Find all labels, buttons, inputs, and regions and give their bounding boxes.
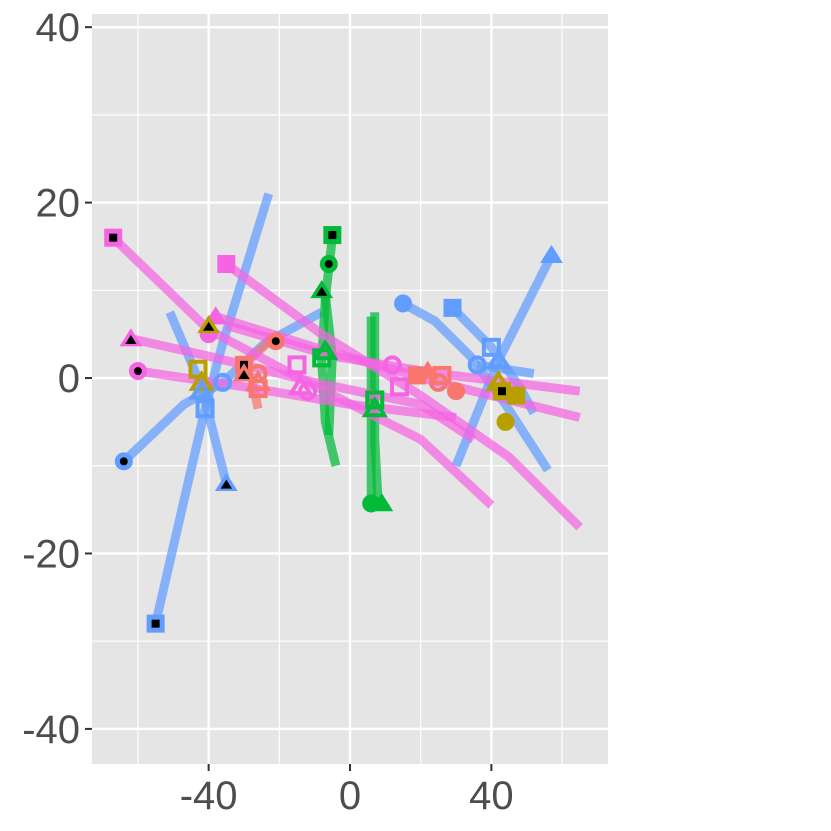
data-point-marker [109, 233, 118, 242]
data-point [287, 355, 307, 375]
y-axis-tick-labels: -40 -20 0 20 40 [22, 6, 80, 752]
x-axis-tick-labels: -40 0 40 [180, 774, 514, 818]
data-point [213, 372, 233, 392]
x-tick-label: 40 [469, 774, 514, 818]
data-point [496, 412, 515, 431]
data-point [485, 348, 512, 369]
data-point-marker [220, 479, 232, 489]
data-point [428, 372, 448, 392]
data-point [365, 390, 385, 410]
series-path [165, 310, 231, 485]
data-point [370, 493, 394, 512]
data-point [361, 396, 388, 418]
axis-ticks [85, 26, 493, 771]
x-tick-label: 0 [339, 774, 361, 818]
data-point-marker [151, 619, 160, 628]
data-point [248, 379, 268, 399]
data-point [312, 348, 332, 368]
x-tick-label: -40 [180, 774, 238, 818]
data-point-marker [119, 457, 128, 466]
data-point [481, 337, 501, 357]
y-tick-label: 20 [36, 182, 81, 226]
series-path [151, 407, 210, 625]
y-tick-label: -20 [22, 532, 80, 576]
data-point-marker [328, 231, 337, 240]
y-tick-label: 40 [36, 6, 81, 50]
data-point [188, 370, 215, 391]
data-point [195, 399, 215, 419]
series-path [317, 237, 341, 467]
data-point-marker [202, 321, 215, 331]
data-point [389, 377, 409, 397]
data-point-marker [316, 286, 328, 296]
data-point [507, 386, 526, 405]
data-point-marker [238, 369, 250, 380]
data-point [443, 298, 462, 317]
series-path [400, 299, 552, 473]
data-point-marker [271, 337, 280, 346]
series-path [223, 260, 583, 531]
data-point [382, 355, 402, 375]
data-point [447, 382, 466, 401]
data-point [540, 244, 563, 263]
series-points [104, 226, 563, 633]
data-point [467, 355, 487, 375]
y-tick-label: 0 [58, 357, 80, 401]
data-point-marker [497, 387, 506, 396]
data-point [298, 381, 318, 401]
data-point [188, 378, 215, 400]
data-point [217, 255, 236, 273]
data-point-marker [133, 367, 142, 376]
data-point-marker [125, 334, 137, 344]
series-path [137, 366, 457, 422]
y-tick-label: -40 [22, 708, 80, 752]
data-point [394, 294, 413, 313]
data-point-marker [324, 260, 333, 268]
series-path [476, 360, 535, 379]
